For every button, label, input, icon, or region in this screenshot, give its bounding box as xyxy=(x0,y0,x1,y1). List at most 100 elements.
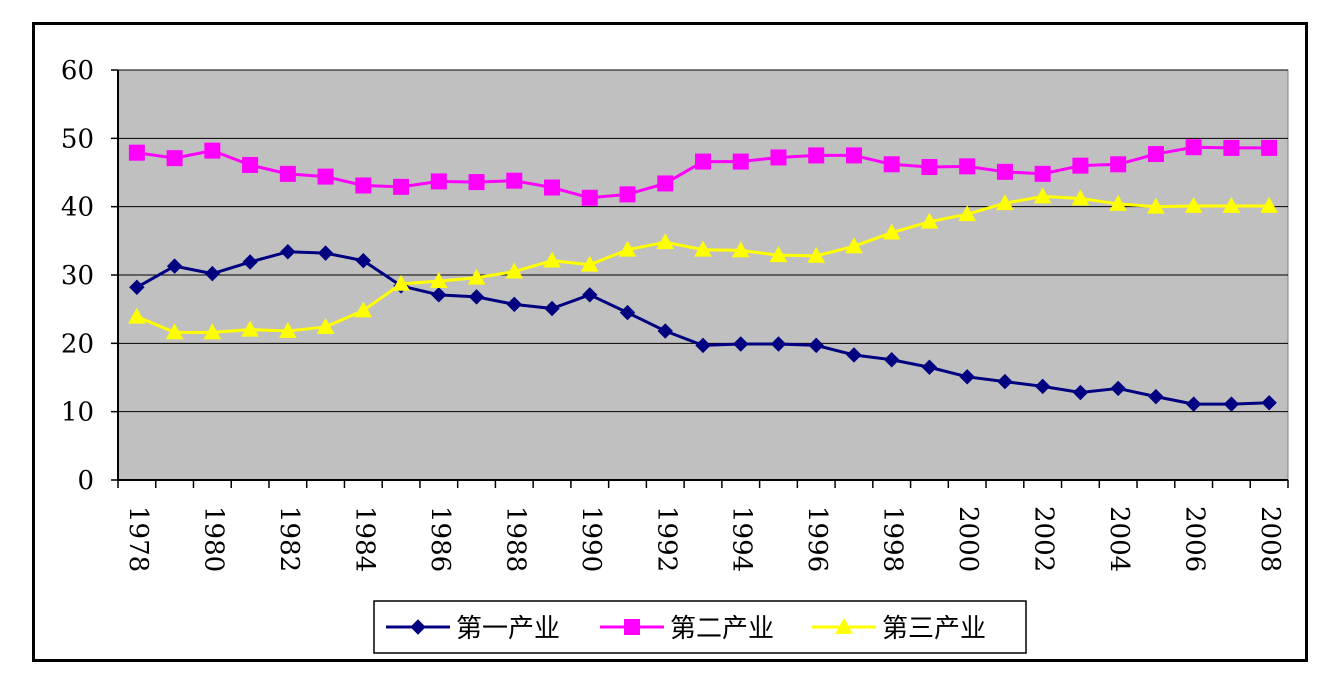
x-tick-label: 1986 xyxy=(425,506,455,572)
data-point-square xyxy=(1223,139,1240,156)
data-point-triangle xyxy=(203,323,222,340)
x-tick-label: 2002 xyxy=(1029,506,1059,572)
data-point-square xyxy=(770,149,787,166)
data-point-triangle xyxy=(1260,196,1278,213)
legend-box xyxy=(373,600,1027,654)
data-point-diamond xyxy=(317,245,334,261)
data-point-triangle xyxy=(656,233,675,250)
y-tick-label: 30 xyxy=(61,261,94,291)
data-point-diamond xyxy=(997,373,1013,390)
data-point-square xyxy=(883,156,900,173)
x-tick-label: 1982 xyxy=(274,506,304,572)
data-point-diamond xyxy=(468,289,485,305)
legend-label: 第三产业 xyxy=(882,614,986,644)
data-point-square xyxy=(506,172,523,189)
data-point-diamond xyxy=(808,337,824,354)
data-point-diamond xyxy=(129,279,145,296)
data-point-triangle xyxy=(1184,196,1203,213)
y-tick-label: 10 xyxy=(61,398,94,428)
data-point-diamond xyxy=(204,265,221,282)
x-tick-label: 1978 xyxy=(123,506,153,572)
data-point-diamond xyxy=(770,336,787,352)
x-tick-label: 2000 xyxy=(953,506,983,572)
data-point-square xyxy=(1261,139,1278,156)
data-point-square xyxy=(996,163,1013,180)
x-tick-label: 1984 xyxy=(349,506,379,572)
data-point-square xyxy=(695,153,711,170)
data-point-square xyxy=(1072,157,1089,174)
data-point-triangle xyxy=(505,262,524,279)
data-point-triangle xyxy=(731,241,750,258)
legend: 第一产业 第二产业 第三产业 xyxy=(373,600,1027,654)
data-point-diamond xyxy=(1034,378,1051,395)
data-point-diamond xyxy=(1185,396,1202,412)
data-point-diamond xyxy=(242,254,258,270)
series-2 xyxy=(128,139,1278,206)
data-point-square xyxy=(544,179,561,196)
data-point-triangle xyxy=(1109,194,1128,211)
legend-label: 第二产业 xyxy=(670,614,774,644)
x-tick-label: 2008 xyxy=(1255,506,1285,572)
data-point-diamond xyxy=(355,252,372,269)
x-tick-label: 2004 xyxy=(1104,506,1134,572)
data-point-diamond xyxy=(1223,396,1240,412)
data-point-triangle xyxy=(128,307,146,324)
data-point-triangle xyxy=(543,251,561,268)
data-point-square xyxy=(1185,139,1202,156)
data-point-triangle xyxy=(316,317,335,334)
data-point-square xyxy=(430,173,447,190)
x-tick-label: 1980 xyxy=(198,506,228,572)
data-point-square xyxy=(1110,156,1127,173)
data-point-diamond xyxy=(506,296,522,313)
data-point-diamond xyxy=(884,352,900,368)
y-tick-label: 20 xyxy=(61,329,94,359)
legend-label: 第一产业 xyxy=(456,614,560,644)
data-point-square xyxy=(1034,165,1051,182)
data-point-diamond xyxy=(582,287,598,303)
legend-entry: 第三产业 xyxy=(812,614,986,644)
data-point-diamond xyxy=(410,619,426,635)
data-point-triangle xyxy=(467,268,486,285)
data-point-diamond xyxy=(619,304,636,321)
data-point-square xyxy=(732,153,749,170)
data-point-square xyxy=(959,158,976,175)
data-point-square xyxy=(166,150,183,167)
data-point-triangle xyxy=(1222,196,1241,213)
data-point-diamond xyxy=(280,244,296,260)
data-point-square xyxy=(619,186,636,203)
x-tick-label: 1998 xyxy=(878,506,908,572)
data-point-diamond xyxy=(1148,388,1164,405)
data-point-square xyxy=(624,619,640,635)
data-point-diamond xyxy=(846,347,862,363)
data-point-diamond xyxy=(733,336,749,352)
data-point-square xyxy=(1147,146,1164,163)
data-point-triangle xyxy=(845,237,863,254)
y-tick-label: 0 xyxy=(77,466,94,496)
x-tick-label: 1996 xyxy=(802,506,832,572)
data-point-triangle xyxy=(580,255,599,272)
data-point-square xyxy=(921,159,938,176)
data-point-square xyxy=(204,142,221,159)
data-point-square xyxy=(355,177,372,194)
data-point-diamond xyxy=(1072,384,1089,401)
data-point-square xyxy=(393,178,410,195)
x-tick-label: 1994 xyxy=(727,506,757,572)
data-point-diamond xyxy=(431,287,447,303)
x-tick-label: 2006 xyxy=(1180,506,1210,572)
x-tick-label: 1990 xyxy=(576,506,606,572)
data-point-diamond xyxy=(1110,380,1126,397)
data-point-diamond xyxy=(1261,395,1277,411)
legend-entry: 第一产业 xyxy=(386,614,560,644)
data-point-square xyxy=(808,147,825,164)
data-point-triangle xyxy=(1071,189,1090,206)
data-point-square xyxy=(845,147,862,164)
series-3 xyxy=(128,187,1278,340)
axes: 0 10 20 30 40 50 60 1978 1980 1982 1984 1986 1988 199… xyxy=(61,56,1289,572)
data-point-square xyxy=(279,165,296,182)
data-point-triangle xyxy=(278,322,297,338)
data-point-triangle xyxy=(807,246,826,263)
data-point-diamond xyxy=(657,323,673,339)
y-tick-label: 50 xyxy=(61,124,94,154)
data-point-triangle xyxy=(835,617,853,634)
series-layer xyxy=(128,139,1278,412)
